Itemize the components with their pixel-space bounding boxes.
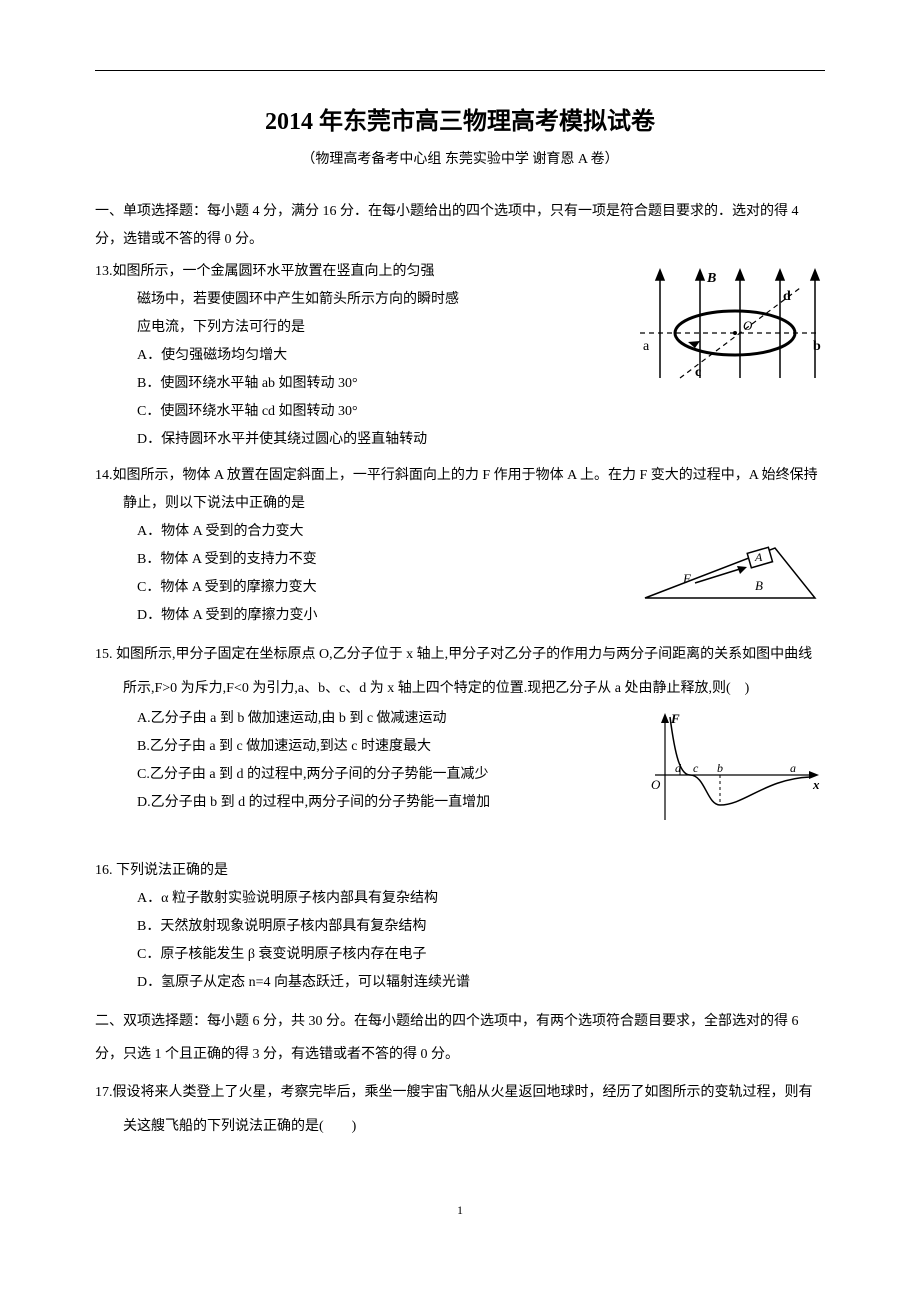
fig14-label-A: A bbox=[754, 550, 763, 564]
fig15-label-F: F bbox=[670, 711, 680, 726]
section-1-header: 一、单项选择题：每小题 4 分，满分 16 分．在每小题给出的四个选项中，只有一… bbox=[95, 198, 825, 254]
q13-figure: O a b c d B bbox=[625, 258, 825, 409]
q16-num: 16. bbox=[95, 863, 113, 878]
fig13-label-O: O bbox=[743, 318, 753, 333]
question-16: 16. 下列说法正确的是 A．α 粒子散射实验说明原子核内部具有复杂结构 B．天… bbox=[95, 857, 825, 997]
page-number: 1 bbox=[95, 1203, 825, 1218]
question-15: 15. 如图所示,甲分子固定在坐标原点 O,乙分子位于 x 轴上,甲分子对乙分子… bbox=[95, 638, 825, 849]
fig13-label-c: c bbox=[695, 365, 701, 380]
q17-stem: 假设将来人类登上了火星，考察完毕后，乘坐一艘宇宙飞船从火星返回地球时，经历了如图… bbox=[113, 1085, 813, 1134]
exam-title: 2014 年东莞市高三物理高考模拟试卷 bbox=[95, 101, 825, 136]
q17-num: 17. bbox=[95, 1085, 113, 1100]
fig13-label-a: a bbox=[643, 339, 650, 354]
q16-option-b: B．天然放射现象说明原子核内部具有复杂结构 bbox=[137, 913, 825, 941]
q14-figure: A F B bbox=[635, 528, 825, 619]
q13-option-b: B．使圆环绕水平轴 ab 如图转动 30° bbox=[137, 370, 615, 398]
q14-stem: 如图所示，物体 A 放置在固定斜面上，一平行斜面向上的力 F 作用于物体 A 上… bbox=[113, 468, 818, 511]
q13-num: 13. bbox=[95, 264, 113, 279]
q15-stem: 如图所示,甲分子固定在坐标原点 O,乙分子位于 x 轴上,甲分子对乙分子的作用力… bbox=[113, 647, 813, 696]
fig15-label-O: O bbox=[651, 777, 661, 792]
question-17: 17.假设将来人类登上了火星，考察完毕后，乘坐一艘宇宙飞船从火星返回地球时，经历… bbox=[95, 1076, 825, 1143]
q13-option-c: C．使圆环绕水平轴 cd 如图转动 30° bbox=[137, 398, 615, 426]
q13-stem2: 磁场中，若要使圆环中产生如箭头所示方向的瞬时感 bbox=[95, 286, 615, 314]
q13-stem3: 应电流，下列方法可行的是 bbox=[95, 314, 615, 342]
q16-stem: 下列说法正确的是 bbox=[113, 863, 229, 878]
q15-figure: F O x d c b a bbox=[635, 705, 825, 849]
q13-stem1: 如图所示，一个金属圆环水平放置在竖直向上的匀强 bbox=[113, 264, 435, 279]
fig15-label-a: a bbox=[790, 761, 796, 775]
fig15-label-d: d bbox=[675, 761, 682, 775]
fig14-label-F: F bbox=[682, 571, 692, 586]
fig13-label-d: d bbox=[783, 289, 791, 304]
q14-num: 14. bbox=[95, 468, 113, 483]
q16-option-d: D．氢原子从定态 n=4 向基态跃迁，可以辐射连续光谱 bbox=[137, 969, 825, 997]
question-14: 14.如图所示，物体 A 放置在固定斜面上，一平行斜面向上的力 F 作用于物体 … bbox=[95, 462, 825, 630]
q13-option-d: D．保持圆环水平并使其绕过圆心的竖直轴转动 bbox=[137, 426, 615, 454]
q13-option-a: A．使匀强磁场均匀增大 bbox=[137, 342, 615, 370]
fig13-label-b: b bbox=[813, 339, 821, 354]
fig15-label-x: x bbox=[812, 777, 820, 792]
fig15-label-c: c bbox=[693, 761, 699, 775]
q15-num: 15. bbox=[95, 647, 113, 662]
exam-subtitle: （物理高考备考中心组 东莞实验中学 谢育恩 A 卷） bbox=[95, 148, 825, 168]
section-2-header: 二、双项选择题：每小题 6 分，共 30 分。在每小题给出的四个选项中，有两个选… bbox=[95, 1005, 825, 1072]
q16-option-a: A．α 粒子散射实验说明原子核内部具有复杂结构 bbox=[137, 885, 825, 913]
q16-option-c: C．原子核能发生 β 衰变说明原子核内存在电子 bbox=[137, 941, 825, 969]
question-13: 13.如图所示，一个金属圆环水平放置在竖直向上的匀强 磁场中，若要使圆环中产生如… bbox=[95, 258, 825, 454]
fig15-label-b: b bbox=[717, 761, 723, 775]
fig14-label-B: B bbox=[755, 578, 763, 593]
top-border-rule bbox=[95, 70, 825, 71]
fig13-label-B: B bbox=[706, 271, 716, 286]
